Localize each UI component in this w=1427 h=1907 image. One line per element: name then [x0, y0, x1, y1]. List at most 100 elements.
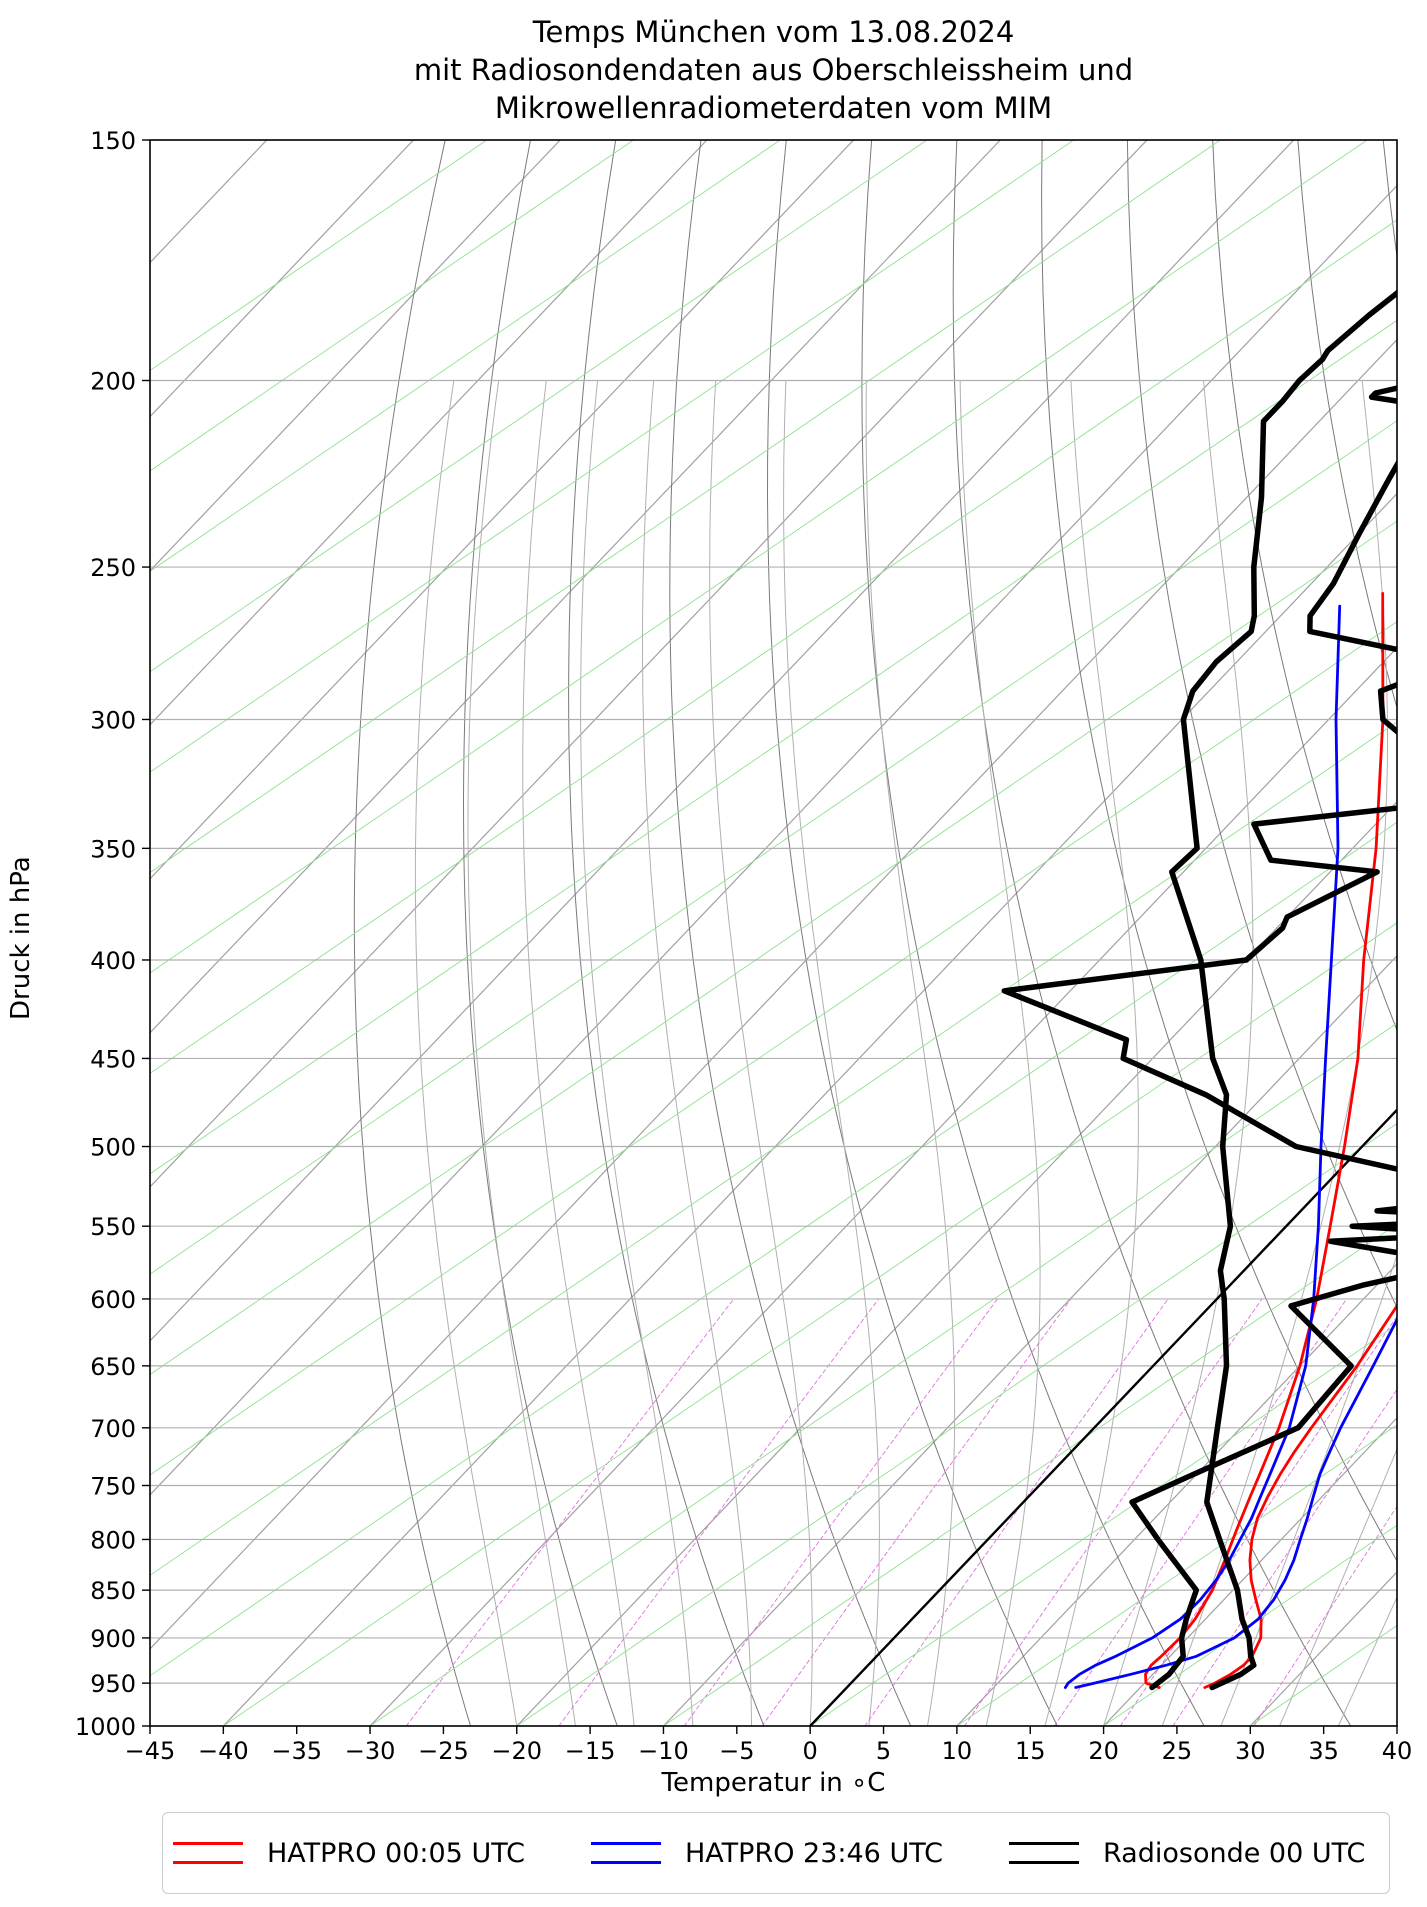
isotherm-line — [150, 140, 1148, 1188]
y-tick-label: 200 — [90, 368, 136, 396]
guide-line-green — [150, 520, 1397, 1376]
legend-item-hatpro-2346: HATPRO 23:46 UTC — [591, 1813, 943, 1893]
legend-label: HATPRO 23:46 UTC — [685, 1837, 943, 1869]
guide-line-green — [150, 620, 1397, 1476]
x-tick-label: 20 — [1088, 1737, 1119, 1765]
guide-line-green — [150, 140, 781, 572]
y-tick-label: 950 — [90, 1670, 136, 1698]
x-tick-label: −15 — [565, 1737, 616, 1765]
isotherm-line — [662, 954, 1397, 1726]
guide-line-green — [1396, 1725, 1397, 1726]
moist-adiabat-line — [783, 380, 880, 1726]
x-tick-label: −45 — [125, 1737, 176, 1765]
isotherm-line — [150, 140, 415, 418]
series-line-1-1 — [1074, 1316, 1397, 1689]
guide-line-green — [150, 140, 1221, 874]
guide-line-green — [222, 922, 1397, 1726]
legend-swatch-black — [1009, 1842, 1079, 1864]
series-line-0-0 — [1144, 592, 1385, 1689]
x-tick-label: −5 — [719, 1737, 754, 1765]
dry-adiabat-line — [1041, 140, 1397, 1563]
x-axis-ticks: −45 −40 −35 −30 −25 −20 −15 −10 −5 0 5 10 15 20 25 30 35… — [125, 1726, 1413, 1765]
moist-adiabat-line — [1337, 1595, 1397, 1726]
legend-swatch-blue — [591, 1842, 661, 1864]
dry-adiabat-line — [1382, 140, 1397, 259]
dry-adiabat-line — [568, 140, 765, 1726]
y-axis-ticks: 150 200 250 300 350 400 450 500 550 600 650 700 750 8… — [75, 127, 150, 1741]
isotherm-line — [1396, 1725, 1397, 1726]
isotherm-line — [1102, 1417, 1397, 1726]
mixing-ratio-line — [683, 1298, 998, 1726]
x-tick-label: −40 — [198, 1737, 249, 1765]
isotherm-line — [150, 184, 1397, 1496]
guide-line-green — [516, 1123, 1397, 1726]
x-tick-label: −10 — [638, 1737, 689, 1765]
x-tick-label: −35 — [271, 1737, 322, 1765]
mixing-ratio-line — [761, 1298, 1072, 1726]
skewt-background-lines — [150, 140, 1397, 1726]
moist-adiabat-line — [1279, 1447, 1397, 1726]
dry-adiabat-line — [1126, 140, 1397, 1309]
legend: HATPRO 00:05 UTC HATPRO 23:46 UTC Radios… — [162, 1812, 1390, 1894]
isotherm-line — [150, 140, 708, 726]
moist-adiabat-line — [467, 380, 576, 1726]
guide-line-green — [150, 219, 1397, 1074]
isotherm-line — [150, 140, 561, 572]
legend-swatch-red — [173, 1842, 243, 1864]
x-tick-label: 25 — [1162, 1737, 1193, 1765]
y-tick-label: 500 — [90, 1134, 136, 1162]
x-tick-label: 15 — [1015, 1737, 1046, 1765]
guide-line-green — [150, 721, 1397, 1576]
legend-item-radiosonde: Radiosonde 00 UTC — [1009, 1813, 1365, 1893]
x-tick-label: −30 — [345, 1737, 396, 1765]
series-line-1-0 — [1064, 604, 1342, 1689]
y-tick-label: 800 — [90, 1526, 136, 1554]
moist-adiabat-line — [1396, 1724, 1397, 1726]
guide-line-green — [809, 1323, 1397, 1726]
guide-line-green — [150, 140, 1075, 773]
x-tick-label: 0 — [803, 1737, 818, 1765]
isotherm-line — [516, 800, 1397, 1726]
y-tick-label: 400 — [90, 947, 136, 975]
isotherm-line — [222, 492, 1397, 1726]
y-tick-label: 650 — [90, 1353, 136, 1381]
isotherm-line — [809, 1108, 1397, 1726]
moist-adiabat-line — [580, 380, 694, 1726]
y-tick-label: 750 — [90, 1472, 136, 1500]
y-tick-label: 900 — [90, 1625, 136, 1653]
zero-isotherm-line — [809, 1108, 1397, 1726]
guide-line-green — [150, 140, 928, 673]
isotherm-line — [369, 646, 1397, 1726]
guide-line-green — [663, 1223, 1397, 1726]
dry-adiabat-line — [1212, 140, 1397, 1032]
moist-adiabat-line — [642, 380, 752, 1726]
data-series-layer — [1001, 289, 1397, 1691]
chart-title-line-3: Mikrowellenradiometerdaten vom MIM — [494, 91, 1053, 125]
y-tick-label: 700 — [90, 1415, 136, 1443]
x-tick-label: −25 — [418, 1737, 469, 1765]
chart-title-line-2: mit Radiosondendaten aus Oberschleisshei… — [413, 53, 1134, 87]
x-axis-label: Temperatur in ∘C — [661, 1768, 886, 1798]
series-line-2-0 — [1001, 385, 1397, 1691]
chart-title-line-1: Temps München vom 13.08.2024 — [532, 15, 1015, 49]
x-tick-label: 10 — [942, 1737, 973, 1765]
guide-line-green — [956, 1424, 1397, 1726]
x-tick-label: 40 — [1382, 1737, 1413, 1765]
isotherm-line — [150, 140, 855, 880]
dry-adiabat-line — [669, 140, 912, 1726]
plot-frame — [149, 139, 1398, 1727]
x-tick-label: −20 — [491, 1737, 542, 1765]
y-tick-label: 850 — [90, 1577, 136, 1605]
y-axis-label: Druck in hPa — [6, 856, 36, 1020]
dry-adiabat-line — [463, 140, 618, 1726]
y-tick-label: 350 — [90, 835, 136, 863]
y-tick-label: 250 — [90, 554, 136, 582]
y-tick-label: 450 — [90, 1045, 136, 1073]
x-tick-label: 30 — [1235, 1737, 1266, 1765]
guide-line-green — [150, 140, 634, 472]
moist-adiabat-line — [959, 380, 1041, 1726]
isotherm-line — [150, 338, 1397, 1650]
dry-adiabat-line — [1297, 140, 1397, 710]
guide-line-green — [150, 319, 1397, 1175]
